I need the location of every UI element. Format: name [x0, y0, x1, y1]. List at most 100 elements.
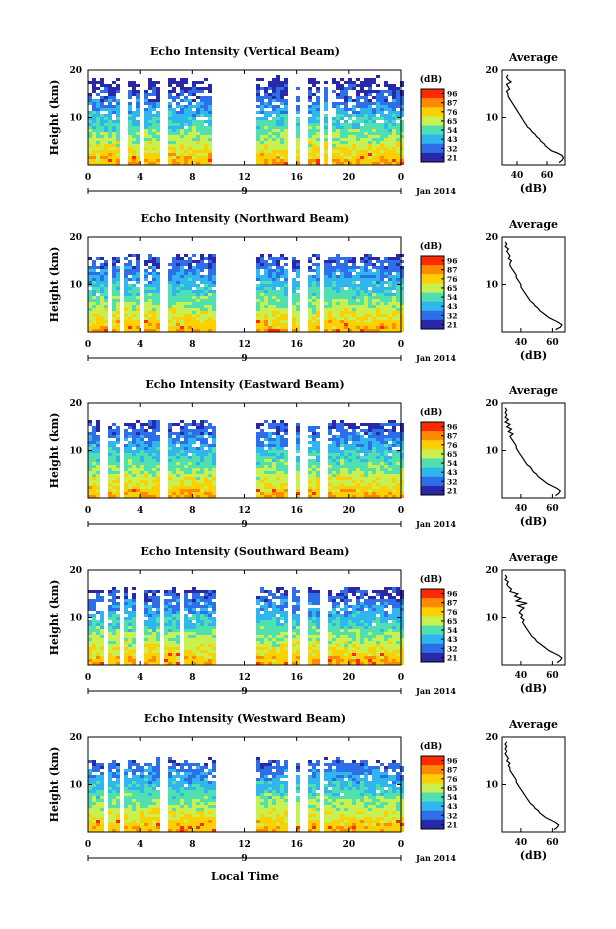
heatmap-cell — [92, 144, 96, 147]
heatmap-cell — [348, 426, 352, 429]
heatmap-cell — [88, 123, 92, 126]
heatmap-cell — [168, 614, 172, 617]
heatmap-cell — [88, 117, 92, 120]
heatmap-cell — [352, 120, 356, 123]
heatmap-cell — [368, 492, 372, 495]
heatmap-cell — [152, 495, 156, 498]
heatmap-cell — [336, 263, 340, 266]
heatmap-cell — [88, 257, 92, 260]
heatmap-cell — [184, 263, 188, 266]
heatmap-cell — [328, 299, 332, 302]
heatmap-cell — [348, 423, 352, 426]
heatmap-cell — [336, 120, 340, 123]
heatmap-cell — [168, 426, 172, 429]
heatmap-cell — [192, 117, 196, 120]
heatmap-cell — [348, 486, 352, 489]
heatmap-cell — [256, 462, 260, 465]
heatmap-cell — [196, 662, 200, 665]
heatmap-cell — [164, 605, 168, 608]
heatmap-cell — [172, 96, 176, 99]
heatmap-cell — [284, 444, 288, 447]
heatmap-cell — [132, 480, 136, 483]
heatmap-cell — [124, 483, 128, 486]
heatmap-cell — [376, 162, 380, 165]
heatmap-cell — [156, 608, 160, 611]
heatmap-cell — [268, 284, 272, 287]
heatmap-cell — [152, 114, 156, 117]
heatmap-cell — [212, 432, 216, 435]
heatmap-cell — [272, 78, 276, 81]
heatmap-cell — [264, 477, 268, 480]
heatmap-cell — [108, 114, 112, 117]
heatmap-cell — [184, 129, 188, 132]
heatmap-cell — [344, 105, 348, 108]
heatmap-cell — [152, 456, 156, 459]
heatmap-cell — [92, 287, 96, 290]
heatmap-cell — [316, 123, 320, 126]
heatmap-cell — [268, 266, 272, 269]
heatmap-cell — [340, 308, 344, 311]
heatmap-cell — [344, 462, 348, 465]
heatmap-cell — [364, 275, 368, 278]
heatmap-cell — [212, 486, 216, 489]
heatmap-cell — [268, 272, 272, 275]
heatmap-cell — [132, 462, 136, 465]
heatmap-cell — [116, 308, 120, 311]
heatmap-cell — [156, 93, 160, 96]
x-tick-label: 20 — [343, 173, 356, 183]
heatmap-cell — [128, 635, 132, 638]
heatmap-cell — [92, 474, 96, 477]
heatmap-cell — [176, 614, 180, 617]
heatmap-cell — [396, 266, 400, 269]
heatmap-cell — [392, 87, 396, 90]
y-tick-label: 10 — [69, 281, 82, 291]
heatmap-cell — [112, 590, 116, 593]
heatmap-cell — [268, 317, 272, 320]
heatmap-cell — [92, 495, 96, 498]
heatmap-cell — [156, 629, 160, 632]
heatmap-cell — [180, 320, 184, 323]
heatmap-cell — [152, 266, 156, 269]
heatmap-cell — [316, 453, 320, 456]
heatmap-cell — [132, 278, 136, 281]
heatmap-cell — [268, 257, 272, 260]
heatmap-cell — [204, 120, 208, 123]
heatmap-cell — [88, 320, 92, 323]
heatmap-cell — [268, 296, 272, 299]
heatmap-cell — [256, 474, 260, 477]
heatmap-cell — [124, 611, 128, 614]
heatmap-cell — [380, 302, 384, 305]
heatmap-cell — [352, 296, 356, 299]
heatmap-cell — [88, 486, 92, 489]
heatmap-cell — [176, 471, 180, 474]
heatmap-cell — [152, 132, 156, 135]
heatmap-cell — [164, 611, 168, 614]
heatmap-cell — [168, 293, 172, 296]
heatmap-cell — [192, 656, 196, 659]
heatmap-cell — [260, 450, 264, 453]
heatmap-cell — [156, 99, 160, 102]
heatmap-cell — [144, 129, 148, 132]
heatmap-cell — [396, 323, 400, 326]
heatmap-cell — [376, 156, 380, 159]
heatmap-cell — [180, 263, 184, 266]
heatmap-cell — [112, 656, 116, 659]
heatmap-cell — [376, 108, 380, 111]
heatmap-cell — [156, 441, 160, 444]
heatmap-cell — [372, 284, 376, 287]
heatmap-cell — [380, 263, 384, 266]
heatmap-cell — [368, 450, 372, 453]
heatmap-cell — [312, 453, 316, 456]
heatmap-cell — [400, 114, 404, 117]
heatmap-cell — [192, 311, 196, 314]
heatmap-cell — [104, 117, 108, 120]
heatmap-cell — [376, 314, 380, 317]
heatmap-cell — [140, 459, 144, 462]
heatmap-cell — [372, 465, 376, 468]
heatmap-cell — [380, 129, 384, 132]
heatmap-cell — [284, 111, 288, 114]
heatmap-cell — [284, 477, 288, 480]
heatmap-cell — [92, 662, 96, 665]
heatmap-cell — [376, 269, 380, 272]
heatmap-cell — [264, 495, 268, 498]
